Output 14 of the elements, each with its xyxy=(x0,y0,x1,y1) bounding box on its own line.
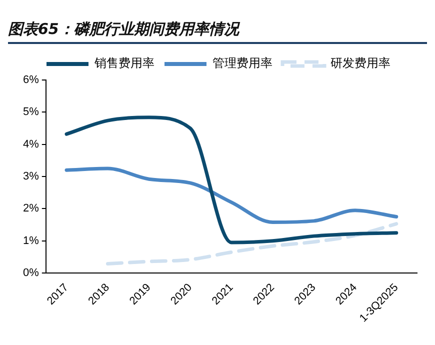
chart-title: 图表65：磷肥行业期间费用率情况 xyxy=(8,20,427,44)
y-tick-label: 6% xyxy=(22,74,40,86)
line-series xyxy=(64,116,398,244)
line-series xyxy=(64,166,398,224)
y-tick-label: 2% xyxy=(22,202,40,215)
line-series xyxy=(106,222,398,266)
legend-label: 管理费用率 xyxy=(212,56,272,70)
y-tick-label: 3% xyxy=(22,170,40,183)
y-tick-label: 1% xyxy=(22,234,40,247)
y-tick-label: 0% xyxy=(22,267,40,280)
legend-label: 销售费用率 xyxy=(94,56,154,70)
y-tick-label: 4% xyxy=(22,138,40,150)
legend-label: 研发费用率 xyxy=(330,56,390,70)
y-tick-label: 5% xyxy=(22,106,40,118)
